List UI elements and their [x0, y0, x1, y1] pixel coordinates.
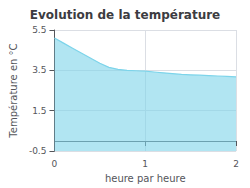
svg-text:3.5: 3.5	[32, 65, 46, 75]
svg-text:5.5: 5.5	[32, 25, 46, 35]
svg-text:0: 0	[52, 159, 58, 169]
svg-text:heure par heure: heure par heure	[105, 173, 186, 184]
svg-text:Température en °C: Température en °C	[8, 43, 19, 138]
svg-text:Evolution de la température: Evolution de la température	[30, 8, 221, 22]
svg-text:2: 2	[233, 159, 239, 169]
svg-text:1.5: 1.5	[32, 106, 46, 116]
svg-text:-0.5: -0.5	[29, 146, 47, 156]
svg-text:1: 1	[142, 159, 148, 169]
